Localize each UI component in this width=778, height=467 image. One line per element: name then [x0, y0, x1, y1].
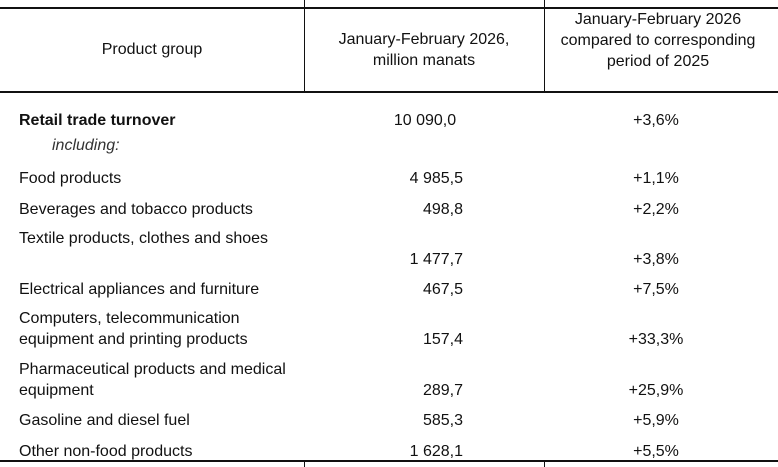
row-value: 467,5 — [422, 281, 463, 298]
header-bottom-border — [0, 91, 778, 93]
row-value: 585,3 — [422, 412, 463, 429]
row-value: 1 628,1 — [409, 443, 463, 460]
column-divider — [544, 0, 545, 93]
row-label: Beverages and tobacco products — [19, 201, 253, 218]
table-bottom-border — [0, 460, 778, 462]
row-change: +3,8% — [633, 251, 679, 268]
row-change: +5,9% — [633, 412, 679, 429]
table-top-border — [0, 7, 778, 9]
header-change: January-February 2026 compared to corres… — [560, 11, 756, 70]
row-change: +5,5% — [633, 443, 679, 460]
total-label: Retail trade turnover — [19, 112, 176, 129]
including-label: including: — [52, 137, 120, 154]
column-divider — [304, 460, 305, 467]
row-label: Other non-food products — [19, 443, 193, 460]
column-divider — [304, 0, 305, 93]
row-change: +1,1% — [633, 170, 679, 187]
row-label: Electrical appliances and furniture — [19, 281, 260, 298]
row-label: Pharmaceutical products and medical equi… — [19, 361, 286, 399]
row-value: 289,7 — [422, 382, 463, 399]
row-value: 498,8 — [422, 201, 463, 218]
row-value: 4 985,5 — [409, 170, 463, 187]
row-change: +2,2% — [633, 201, 679, 218]
row-change: +7,5% — [633, 281, 679, 298]
row-value: 157,4 — [422, 331, 463, 348]
column-divider — [544, 460, 545, 467]
header-product-group: Product group — [101, 41, 203, 58]
row-change: +25,9% — [628, 382, 684, 399]
header-value: January-February 2026, million manats — [338, 31, 510, 69]
row-label: Food products — [19, 170, 122, 187]
row-label: Gasoline and diesel fuel — [19, 412, 190, 429]
row-label: Computers, telecommunication equipment a… — [19, 310, 248, 348]
row-change: +33,3% — [628, 331, 684, 348]
total-value: 10 090,0 — [393, 112, 457, 129]
row-label: Textile products, clothes and shoes — [19, 230, 269, 247]
row-value: 1 477,7 — [409, 251, 463, 268]
total-change: +3,6% — [633, 112, 679, 129]
